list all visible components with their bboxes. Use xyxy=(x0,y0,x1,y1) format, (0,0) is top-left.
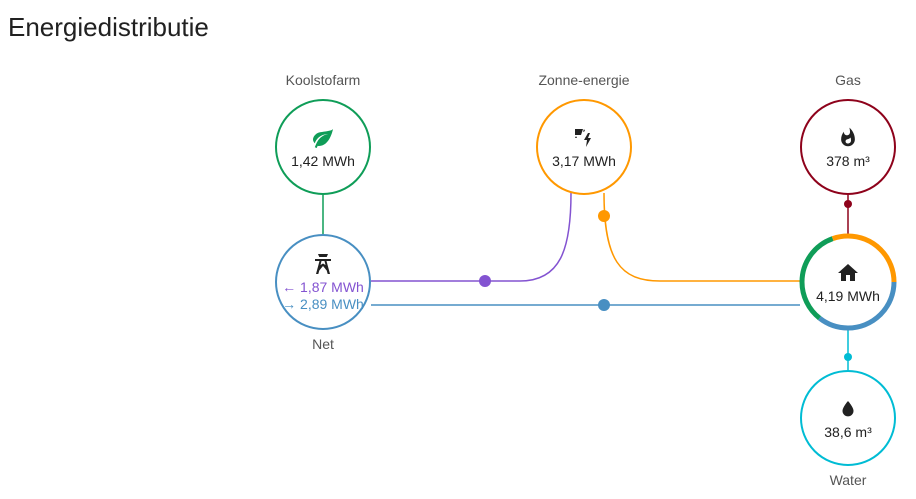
grid-label: Net xyxy=(312,336,334,352)
grid-return-value: ← 1,87 MWh xyxy=(282,279,364,295)
solar-value: 3,17 MWh xyxy=(552,152,616,169)
water-icon xyxy=(837,396,859,422)
home-ring-solar xyxy=(799,233,897,331)
grid-return-dot xyxy=(479,275,491,287)
gas-node[interactable]: 378 m³ xyxy=(800,99,896,195)
gas-dot xyxy=(844,200,852,208)
water-node[interactable]: 38,6 m³ xyxy=(800,370,896,466)
water-dot xyxy=(844,353,852,361)
card-title: Energiedistributie xyxy=(8,12,209,42)
gas-label: Gas xyxy=(835,72,861,88)
water-value: 38,6 m³ xyxy=(824,423,872,440)
grid-node[interactable]: ← 1,87 MWh → 2,89 MWh xyxy=(275,234,371,330)
gas-value: 378 m³ xyxy=(826,152,870,169)
low-carbon-node[interactable]: 1,42 MWh xyxy=(275,99,371,195)
home-icon xyxy=(835,260,861,286)
home-node[interactable]: 4,19 MWh xyxy=(800,234,896,330)
grid-consumption-value: → 2,89 MWh xyxy=(282,296,364,312)
home-value: 4,19 MWh xyxy=(816,287,880,304)
leaf-icon xyxy=(310,125,336,151)
low-carbon-value: 1,42 MWh xyxy=(291,152,355,169)
solar-home-flow xyxy=(603,192,800,282)
fire-icon xyxy=(837,125,859,151)
solar-home-dot xyxy=(598,210,610,222)
grid-home-dot xyxy=(598,299,610,311)
solar-label: Zonne-energie xyxy=(538,72,630,88)
grid-return-flow xyxy=(371,192,572,282)
solar-power-icon xyxy=(571,125,597,151)
low-carbon-label: Koolstofarm xyxy=(285,72,361,88)
home-ring xyxy=(799,233,897,331)
water-label: Water xyxy=(829,472,867,488)
home-ring-low-carbon xyxy=(799,233,897,331)
solar-node[interactable]: 3,17 MWh xyxy=(536,99,632,195)
transmission-tower-icon xyxy=(311,251,335,277)
